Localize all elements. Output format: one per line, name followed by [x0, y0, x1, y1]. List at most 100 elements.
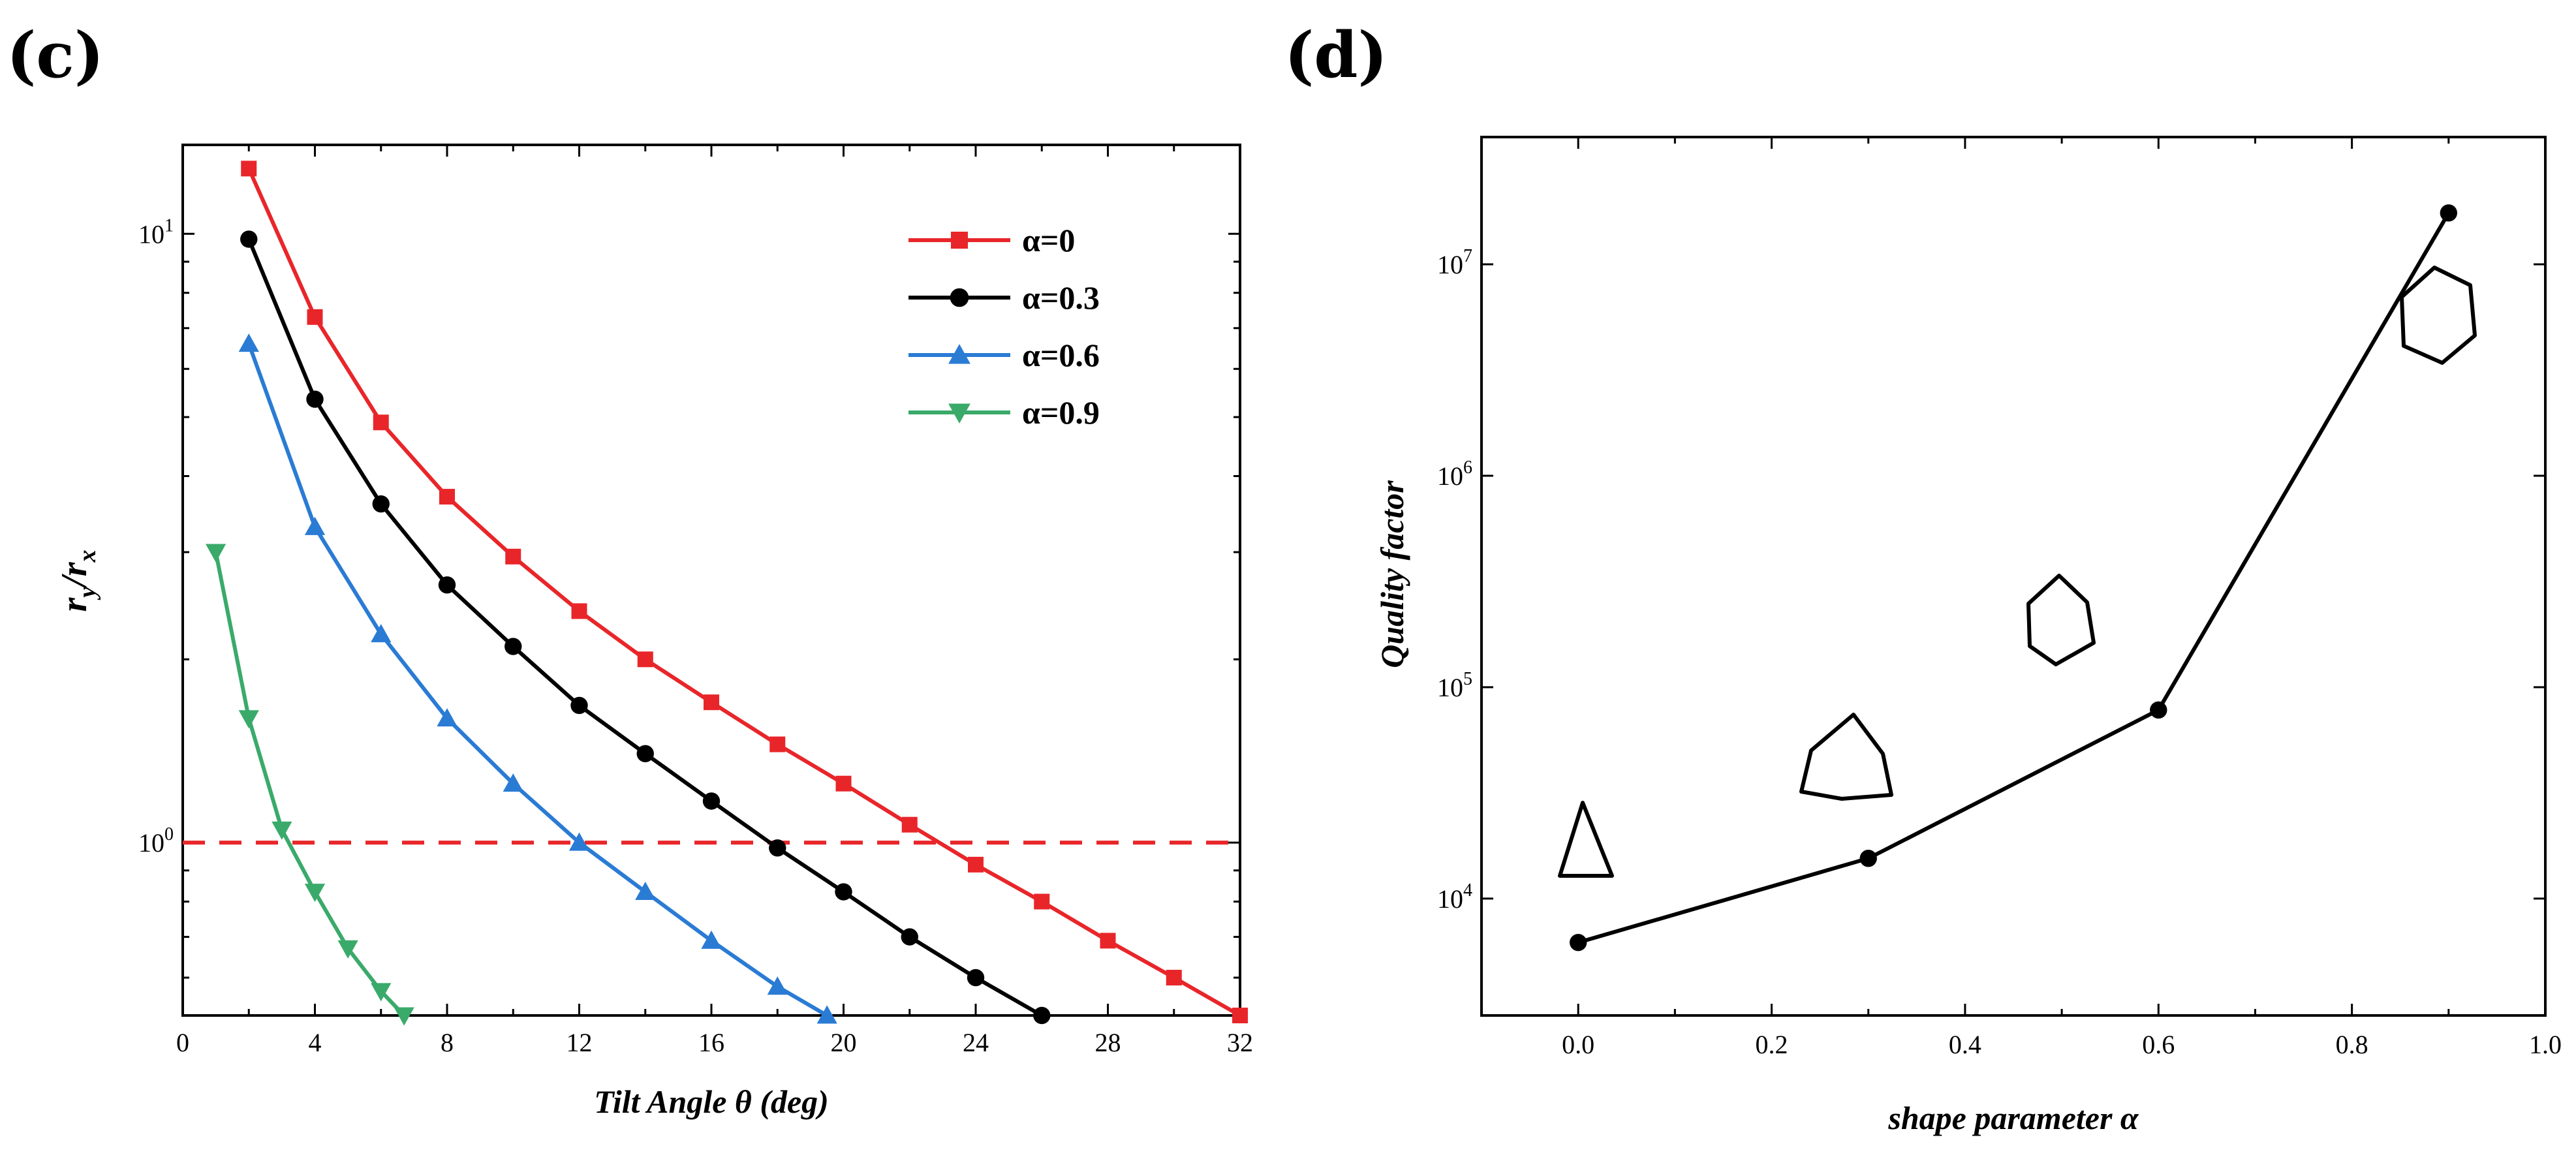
- chart-d-xtick-label: 0.2: [1756, 1030, 1788, 1059]
- chart-c-point-2: [816, 1005, 837, 1024]
- chart-c-point-0: [1034, 893, 1050, 910]
- chart-c-point-0: [307, 309, 323, 325]
- chart-c-point-1: [835, 883, 852, 901]
- chart-c-series-line-2: [247, 343, 828, 1017]
- chart-c-legend-label-3: α=0.9: [1022, 394, 1100, 431]
- chart-d-xtick-label: 0.8: [2336, 1030, 2368, 1059]
- pentagon-shape-icon: [2026, 574, 2096, 666]
- chart-d-ytick-label-base: 10: [1437, 461, 1463, 491]
- chart-c-point-2: [701, 930, 722, 949]
- chart-c-xtick-label: 28: [1095, 1028, 1121, 1057]
- triangle-shape-icon: [1558, 801, 1614, 878]
- chart-c-point-0: [901, 816, 918, 833]
- chart-c-point-3: [394, 1007, 414, 1026]
- chart-c-legend-label-2: α=0.6: [1022, 337, 1100, 373]
- chart-d-ytick-label-exp: 7: [1463, 246, 1472, 266]
- chart-c-series: [206, 161, 1248, 1026]
- chart-c-xtick-label: 32: [1227, 1028, 1253, 1057]
- chart-c-point-0: [241, 161, 257, 177]
- chart-c-ylabel: ry/rx: [54, 550, 101, 611]
- rounded-triangle-shape-icon: [1799, 713, 1893, 801]
- chart-c-point-2: [568, 832, 590, 851]
- chart-c-point-1: [504, 638, 522, 655]
- chart-c-xtick-label: 16: [698, 1028, 724, 1057]
- chart-c-point-0: [1232, 1008, 1248, 1023]
- chart-c-point-0: [968, 856, 984, 873]
- chart-c-legend-marker-0: [951, 232, 968, 249]
- chart-c-legend-marker-3: [948, 403, 970, 424]
- chart-c-point-1: [967, 968, 985, 987]
- chart-c-point-2: [238, 333, 259, 352]
- chart-c-point-2: [437, 708, 458, 727]
- chart-d-ytick-label-base: 10: [1437, 673, 1463, 702]
- chart-c-point-1: [240, 230, 258, 248]
- chart-c-point-3: [337, 940, 358, 959]
- chart-c-xlabel: Tilt Angle θ (deg): [594, 1083, 829, 1120]
- chart-c-point-2: [767, 976, 788, 995]
- chart-c-point-1: [702, 792, 721, 810]
- chart-d-ytick-label-exp: 5: [1463, 669, 1472, 689]
- chart-c-xtick-label: 12: [566, 1028, 593, 1057]
- chart-c-point-3: [238, 710, 259, 729]
- chart-c-point-0: [637, 651, 653, 668]
- chart-c-xtick-label: 4: [309, 1028, 322, 1057]
- chart-c-point-1: [1033, 1006, 1051, 1025]
- chart-d-xlabel: shape parameter α: [1887, 1100, 2139, 1136]
- chart-d-ytick-label: 104: [1437, 880, 1472, 914]
- chart-d-ytick-label: 107: [1437, 246, 1472, 279]
- chart-d-ytick-label-exp: 6: [1463, 457, 1472, 478]
- chart-c-frame: [181, 144, 1241, 1017]
- chart-c-point-2: [304, 516, 326, 535]
- chart-c-series-line-3: [213, 551, 406, 1017]
- chart-c-ytick-label-exp: 0: [164, 824, 174, 844]
- chart-d-ytick-label-base: 10: [1437, 884, 1463, 914]
- chart-c-point-2: [635, 881, 656, 901]
- chart-d-series: [1569, 204, 2458, 952]
- chart-d-frame: [1480, 136, 2547, 1017]
- chart-d-xtick-label: 0.0: [1562, 1030, 1594, 1059]
- chart-c-point-3: [272, 821, 292, 840]
- chart-c-point-0: [373, 414, 389, 431]
- chart-c-ytick-label: 101: [138, 215, 174, 249]
- chart-d-xtick-label: 0.6: [2142, 1030, 2175, 1059]
- chart-c-point-3: [206, 544, 226, 563]
- chart-c-series-line-0: [247, 168, 1241, 1017]
- chart-c-legend-label-1: α=0.3: [1022, 279, 1100, 316]
- chart-c-point-0: [439, 489, 455, 505]
- chart-c-point-3: [304, 884, 326, 903]
- chart-c-point-1: [570, 696, 588, 715]
- chart-c-point-0: [1166, 970, 1182, 986]
- chart-d-series-line-0: [1577, 211, 2451, 945]
- chart-c-point-1: [306, 390, 324, 408]
- chart-c-ytick-label-base: 10: [138, 828, 164, 858]
- chart-c-legend-marker-1: [950, 288, 969, 307]
- chart-c-point-0: [769, 736, 786, 752]
- chart-c-point-0: [571, 603, 587, 619]
- chart-c-point-1: [438, 576, 456, 594]
- chart-c-point-0: [835, 775, 852, 792]
- chart-c-point-0: [704, 694, 719, 711]
- chart-d-ytick-label: 105: [1437, 669, 1472, 702]
- chart-d-shape-annotations: [1558, 266, 2477, 878]
- chart-c-point-0: [505, 548, 521, 565]
- chart-c-ytick-label-base: 10: [138, 219, 164, 249]
- chart-c-point-0: [1100, 933, 1116, 949]
- chart-c-xtick-label: 0: [176, 1028, 189, 1057]
- chart-d-ytick-label-base: 10: [1437, 250, 1463, 279]
- chart-d-ytick-label-exp: 4: [1463, 880, 1472, 901]
- chart-d-xtick-label: 1.0: [2529, 1030, 2562, 1059]
- chart-c-point-1: [372, 495, 390, 513]
- chart-c-point-1: [636, 745, 654, 762]
- chart-c-point-2: [503, 773, 523, 792]
- chart-c-legend: α=0 α=0.3 α=0.6 α=0.9: [908, 222, 1100, 431]
- chart-d-point-0: [2150, 701, 2167, 719]
- panel-label-d: (d): [1284, 18, 1388, 92]
- panel-label-c: (c): [7, 18, 104, 92]
- chart-c-xtick-label: 20: [831, 1028, 857, 1057]
- chart-c-ytick-label: 100: [138, 824, 174, 858]
- chart-c-point-1: [901, 928, 918, 946]
